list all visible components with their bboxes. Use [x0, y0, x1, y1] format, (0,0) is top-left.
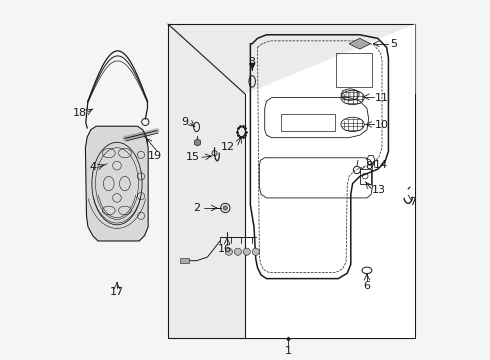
Text: 13: 13: [371, 185, 386, 195]
Text: 1: 1: [285, 346, 292, 356]
Text: 15: 15: [186, 152, 200, 162]
Text: 18: 18: [73, 108, 87, 118]
Circle shape: [225, 248, 232, 255]
Text: 14: 14: [373, 160, 388, 170]
Bar: [168, 24, 416, 338]
Polygon shape: [85, 126, 148, 241]
Text: 17: 17: [110, 287, 124, 297]
Text: 3: 3: [248, 57, 256, 67]
Bar: [360, 168, 370, 184]
Text: 5: 5: [390, 39, 397, 49]
PathPatch shape: [245, 94, 416, 338]
Text: 12: 12: [221, 142, 235, 152]
Text: 4: 4: [89, 162, 96, 172]
Text: 7: 7: [409, 197, 416, 207]
Bar: [180, 258, 190, 263]
Text: 8: 8: [365, 161, 372, 171]
Circle shape: [252, 248, 259, 255]
Text: 16: 16: [218, 244, 232, 254]
Text: 19: 19: [148, 150, 162, 161]
Bar: [281, 114, 335, 131]
Text: 10: 10: [375, 121, 389, 130]
Text: 2: 2: [193, 203, 200, 213]
Text: 6: 6: [364, 281, 370, 291]
Circle shape: [243, 248, 250, 255]
Bar: [337, 53, 372, 87]
PathPatch shape: [245, 24, 416, 94]
Text: 9: 9: [182, 117, 189, 127]
Text: 11: 11: [375, 93, 389, 103]
Polygon shape: [349, 39, 370, 49]
Circle shape: [223, 206, 227, 210]
Circle shape: [234, 248, 242, 255]
